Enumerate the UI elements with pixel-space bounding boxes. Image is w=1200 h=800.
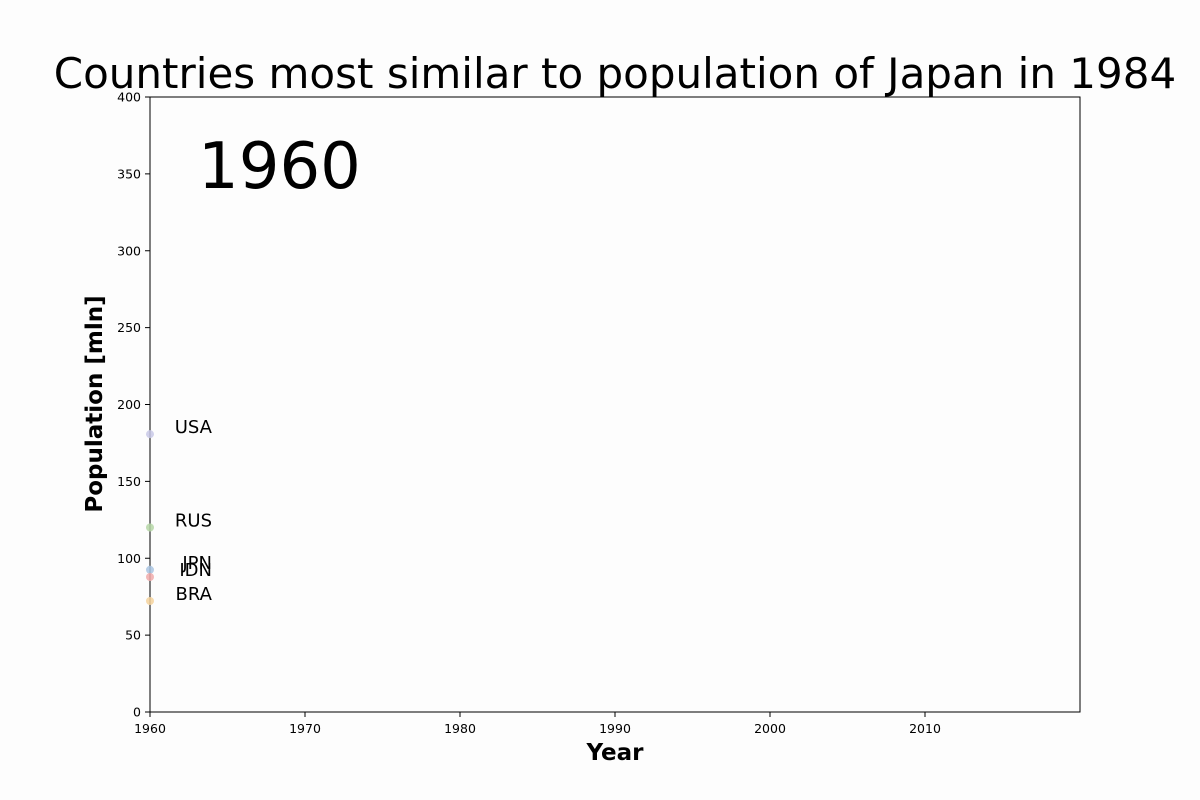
- point-label-usa: USA: [175, 417, 213, 438]
- data-point-idn: [146, 573, 154, 582]
- y-tick-label: 350: [117, 166, 141, 181]
- current-year-label: 1960: [198, 130, 361, 204]
- data-point-rus: [146, 523, 154, 532]
- chart-title: Countries most similar to population of …: [54, 49, 1176, 98]
- data-point-jpn: [146, 565, 154, 574]
- x-tick-label: 1970: [289, 721, 321, 736]
- x-tick-label: 1960: [134, 721, 166, 736]
- y-tick-label: 200: [117, 397, 141, 412]
- y-tick-label: 400: [117, 90, 141, 105]
- x-axis: 1960 1970 1980 1990 2000 2010: [134, 712, 941, 736]
- point-label-idn: IDN: [179, 560, 212, 581]
- x-axis-title: Year: [585, 740, 644, 766]
- y-tick-label: 250: [117, 320, 141, 335]
- point-label-jpn: JPN: [181, 553, 212, 574]
- x-tick-label: 2010: [909, 721, 941, 736]
- y-axis: 0 50 100 150 200 250 300 350 400: [117, 90, 150, 720]
- y-tick-label: 0: [133, 705, 141, 720]
- x-tick-label: 1990: [599, 721, 631, 736]
- point-label-bra: BRA: [176, 584, 213, 605]
- y-tick-label: 50: [125, 628, 141, 643]
- y-tick-label: 100: [117, 551, 141, 566]
- plot-area: [149, 96, 1081, 713]
- y-axis-title: Population [mln]: [82, 295, 108, 512]
- x-tick-label: 1980: [444, 721, 476, 736]
- x-tick-label: 2000: [754, 721, 786, 736]
- y-tick-label: 150: [117, 474, 141, 489]
- point-label-rus: RUS: [175, 511, 212, 532]
- data-point-usa: [146, 430, 154, 439]
- data-point-bra: [146, 596, 154, 605]
- y-tick-label: 300: [117, 243, 141, 258]
